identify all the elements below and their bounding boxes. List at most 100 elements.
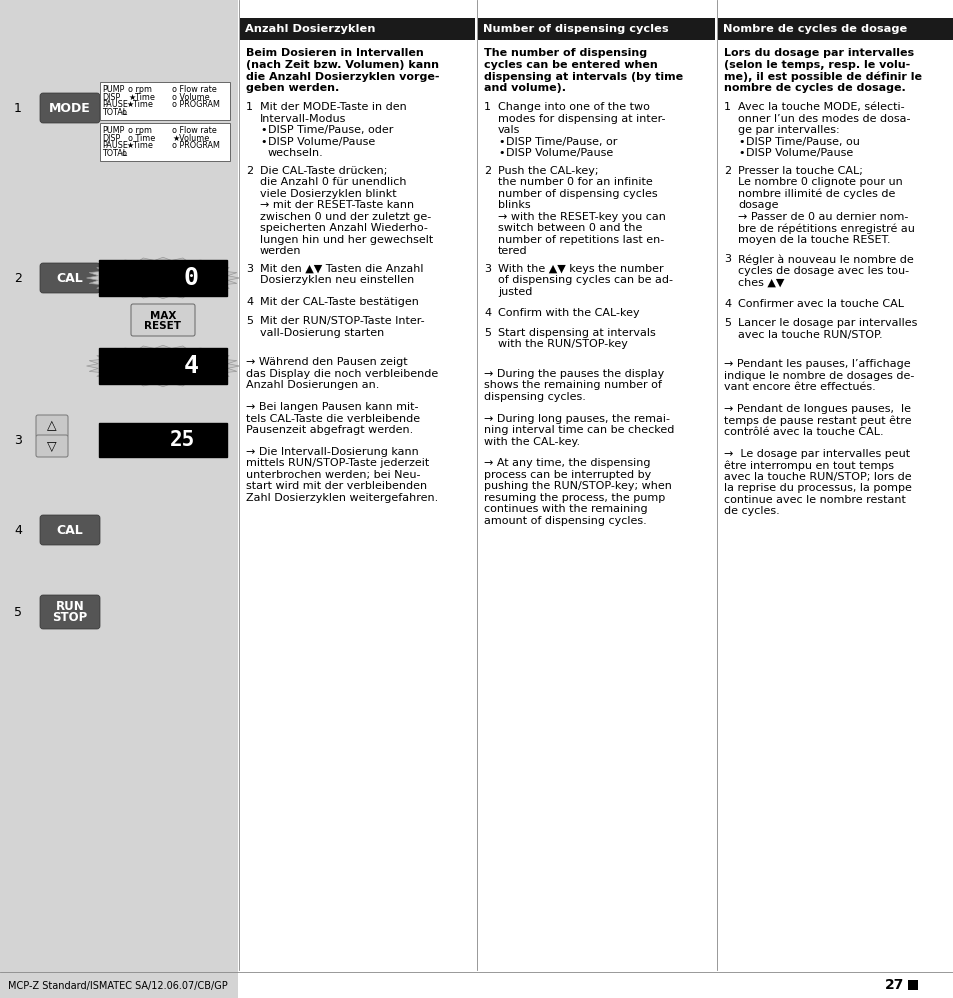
FancyBboxPatch shape xyxy=(718,18,953,40)
Text: bre de répétitions enregistré au: bre de répétitions enregistré au xyxy=(738,224,914,234)
Text: dispensing at intervals (by time: dispensing at intervals (by time xyxy=(483,72,682,82)
Text: 5: 5 xyxy=(246,316,253,326)
Text: Mit der MODE-Taste in den: Mit der MODE-Taste in den xyxy=(260,102,406,112)
Text: ★Time: ★Time xyxy=(128,93,154,102)
Text: → At any time, the dispensing: → At any time, the dispensing xyxy=(483,458,650,468)
Text: of dispensing cycles can be ad-: of dispensing cycles can be ad- xyxy=(497,275,672,285)
Text: ning interval time can be checked: ning interval time can be checked xyxy=(483,425,674,435)
Text: Anzahl Dosierzyklen: Anzahl Dosierzyklen xyxy=(245,24,375,34)
Text: unterbrochen werden; bei Neu-: unterbrochen werden; bei Neu- xyxy=(246,470,420,480)
Text: Zahl Dosierzyklen weitergefahren.: Zahl Dosierzyklen weitergefahren. xyxy=(246,493,437,503)
Text: cycles can be entered when: cycles can be entered when xyxy=(483,60,657,70)
Text: CAL: CAL xyxy=(56,524,83,537)
Text: 4: 4 xyxy=(184,354,198,378)
Text: o Time: o Time xyxy=(128,134,155,143)
FancyBboxPatch shape xyxy=(131,304,194,336)
Text: 0: 0 xyxy=(184,266,198,290)
Text: → Während den Pausen zeigt: → Während den Pausen zeigt xyxy=(246,357,407,367)
Text: Lancer le dosage par intervalles: Lancer le dosage par intervalles xyxy=(738,318,917,328)
Text: werden: werden xyxy=(260,247,301,256)
FancyBboxPatch shape xyxy=(36,415,68,437)
Text: avec la touche RUN/STOP.: avec la touche RUN/STOP. xyxy=(738,329,882,339)
Text: shows the remaining number of: shows the remaining number of xyxy=(483,380,661,390)
Text: Start dispensing at intervals: Start dispensing at intervals xyxy=(497,327,655,337)
Text: dosage: dosage xyxy=(738,201,778,211)
Polygon shape xyxy=(87,345,239,387)
Text: Change into one of the two: Change into one of the two xyxy=(497,102,649,112)
Text: •: • xyxy=(497,148,504,159)
Text: 1: 1 xyxy=(14,102,22,115)
Text: DISP Volume/Pause: DISP Volume/Pause xyxy=(745,148,852,159)
Text: → with the RESET-key you can: → with the RESET-key you can xyxy=(497,212,665,222)
Text: 4: 4 xyxy=(483,308,491,318)
FancyBboxPatch shape xyxy=(40,93,100,123)
Text: nombre de cycles de dosage.: nombre de cycles de dosage. xyxy=(723,84,904,94)
Text: STOP: STOP xyxy=(52,611,88,624)
Text: PUMP: PUMP xyxy=(102,85,124,94)
FancyBboxPatch shape xyxy=(40,595,100,629)
Polygon shape xyxy=(87,257,239,298)
FancyBboxPatch shape xyxy=(240,18,475,40)
Text: MCP-Z Standard/ISMATEC SA/12.06.07/CB/GP: MCP-Z Standard/ISMATEC SA/12.06.07/CB/GP xyxy=(8,981,228,991)
Text: vals: vals xyxy=(497,125,519,135)
Text: Dosierzyklen neu einstellen: Dosierzyklen neu einstellen xyxy=(260,275,414,285)
Text: viele Dosierzyklen blinkt: viele Dosierzyklen blinkt xyxy=(260,189,396,199)
Text: resuming the process, the pump: resuming the process, the pump xyxy=(483,493,664,503)
Text: modes for dispensing at inter-: modes for dispensing at inter- xyxy=(497,114,665,124)
Text: → Die Intervall-Dosierung kann: → Die Intervall-Dosierung kann xyxy=(246,447,418,457)
Text: die Anzahl Dosierzyklen vorge-: die Anzahl Dosierzyklen vorge- xyxy=(246,72,439,82)
Text: me), il est possible de définir le: me), il est possible de définir le xyxy=(723,72,921,82)
Text: •: • xyxy=(497,137,504,147)
Text: lungen hin und her gewechselt: lungen hin und her gewechselt xyxy=(260,235,433,245)
Text: DISP: DISP xyxy=(102,134,120,143)
Text: PUMP: PUMP xyxy=(102,126,124,135)
Text: onner l’un des modes de dosa-: onner l’un des modes de dosa- xyxy=(738,114,909,124)
Text: 4: 4 xyxy=(14,524,22,537)
Text: 3: 3 xyxy=(723,254,730,264)
Text: PAUSE: PAUSE xyxy=(102,141,128,150)
Text: → mit der RESET-Taste kann: → mit der RESET-Taste kann xyxy=(260,201,414,211)
Text: geben werden.: geben werden. xyxy=(246,84,339,94)
Text: ★Time: ★Time xyxy=(126,141,152,150)
Text: tered: tered xyxy=(497,247,527,256)
Text: avec la touche RUN/STOP; lors de: avec la touche RUN/STOP; lors de xyxy=(723,472,911,482)
Text: Beim Dosieren in Intervallen: Beim Dosieren in Intervallen xyxy=(246,48,423,58)
Text: with the CAL-key.: with the CAL-key. xyxy=(483,436,579,446)
Text: 3: 3 xyxy=(246,263,253,273)
Text: 27: 27 xyxy=(883,978,903,992)
Text: 4: 4 xyxy=(723,298,730,308)
Text: de cycles.: de cycles. xyxy=(723,506,779,516)
Text: 2: 2 xyxy=(14,271,22,284)
Text: with the RUN/STOP-key: with the RUN/STOP-key xyxy=(497,339,627,349)
Text: o Volume: o Volume xyxy=(172,93,210,102)
Text: → During long pauses, the remai-: → During long pauses, the remai- xyxy=(483,413,669,423)
Text: DISP Volume/Pause: DISP Volume/Pause xyxy=(268,137,375,147)
Text: contrôlé avec la touche CAL.: contrôlé avec la touche CAL. xyxy=(723,427,882,437)
Text: zwischen 0 und der zuletzt ge-: zwischen 0 und der zuletzt ge- xyxy=(260,212,431,222)
Text: (nach Zeit bzw. Volumen) kann: (nach Zeit bzw. Volumen) kann xyxy=(246,60,438,70)
Text: o Flow rate: o Flow rate xyxy=(172,126,216,135)
FancyBboxPatch shape xyxy=(99,423,227,457)
Text: △: △ xyxy=(47,419,57,432)
Text: blinks: blinks xyxy=(497,201,530,211)
Text: DISP Volume/Pause: DISP Volume/Pause xyxy=(505,148,613,159)
Text: o PROGRAM: o PROGRAM xyxy=(172,100,219,109)
Text: (selon le temps, resp. le volu-: (selon le temps, resp. le volu- xyxy=(723,60,909,70)
Text: 2: 2 xyxy=(483,166,491,176)
Text: number of repetitions last en-: number of repetitions last en- xyxy=(497,235,663,245)
Text: → Pendant de longues pauses,  le: → Pendant de longues pauses, le xyxy=(723,404,910,414)
Text: Presser la touche CAL;: Presser la touche CAL; xyxy=(738,166,862,176)
Text: temps de pause restant peut être: temps de pause restant peut être xyxy=(723,415,911,426)
Text: The number of dispensing: The number of dispensing xyxy=(483,48,646,58)
FancyBboxPatch shape xyxy=(907,980,917,990)
Text: → Pendant les pauses, l’affichage: → Pendant les pauses, l’affichage xyxy=(723,359,910,369)
FancyBboxPatch shape xyxy=(100,82,230,120)
Text: →  Le dosage par intervalles peut: → Le dosage par intervalles peut xyxy=(723,449,909,459)
Text: •: • xyxy=(260,137,266,147)
Text: Avec la touche MODE, sélecti-: Avec la touche MODE, sélecti- xyxy=(738,102,903,112)
Text: continue avec le nombre restant: continue avec le nombre restant xyxy=(723,495,905,505)
Text: ★Volume: ★Volume xyxy=(172,134,209,143)
Text: TOTAL: TOTAL xyxy=(102,149,127,158)
Text: process can be interrupted by: process can be interrupted by xyxy=(483,470,651,480)
Text: Régler à nouveau le nombre de: Régler à nouveau le nombre de xyxy=(738,254,913,264)
